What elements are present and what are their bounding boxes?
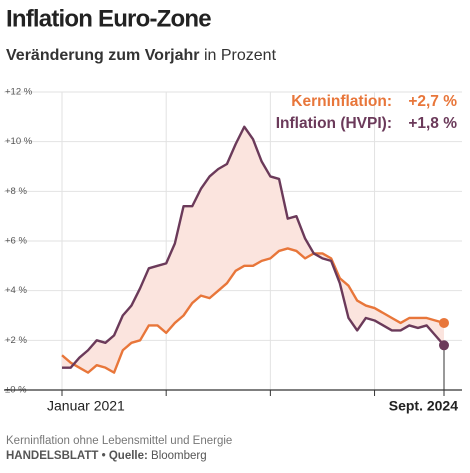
series-line <box>62 125 445 369</box>
area-between <box>62 126 444 373</box>
series-line <box>61 247 445 374</box>
y-tick-label: +6 % <box>5 236 27 247</box>
source-label: Quelle: <box>109 450 148 462</box>
legend-name: Kerninflation: <box>291 93 392 110</box>
y-tick-label: +2 % <box>5 335 27 346</box>
note: Kerninflation ohne Lebensmittel und Ener… <box>6 435 232 447</box>
chart-title: Inflation Euro-Zone <box>6 5 211 32</box>
source: Bloomberg <box>151 450 207 462</box>
source-line: HANDELSBLATT • Quelle: Bloomberg <box>6 450 207 462</box>
end-point <box>439 340 449 351</box>
y-tick-label: +10 % <box>5 136 33 147</box>
end-point <box>439 317 449 328</box>
y-tick-label: +4 % <box>5 285 27 296</box>
y-tick-label: +12 % <box>5 87 33 98</box>
chart-subtitle: Veränderung zum Vorjahr in Prozent <box>6 47 277 64</box>
x-tick-label: Sept. 2024 <box>389 398 458 414</box>
y-tick-label: +8 % <box>5 186 27 197</box>
legend-value: +2,7 % <box>408 93 457 110</box>
legend-name: Inflation (HVPI): <box>276 115 392 132</box>
source-brand: HANDELSBLATT • <box>6 450 106 462</box>
legend-value: +1,8 % <box>408 115 457 132</box>
subtitle-unit: in Prozent <box>204 47 277 64</box>
subtitle: Veränderung zum Vorjahr <box>6 47 200 64</box>
x-tick-label: Januar 2021 <box>47 398 125 414</box>
